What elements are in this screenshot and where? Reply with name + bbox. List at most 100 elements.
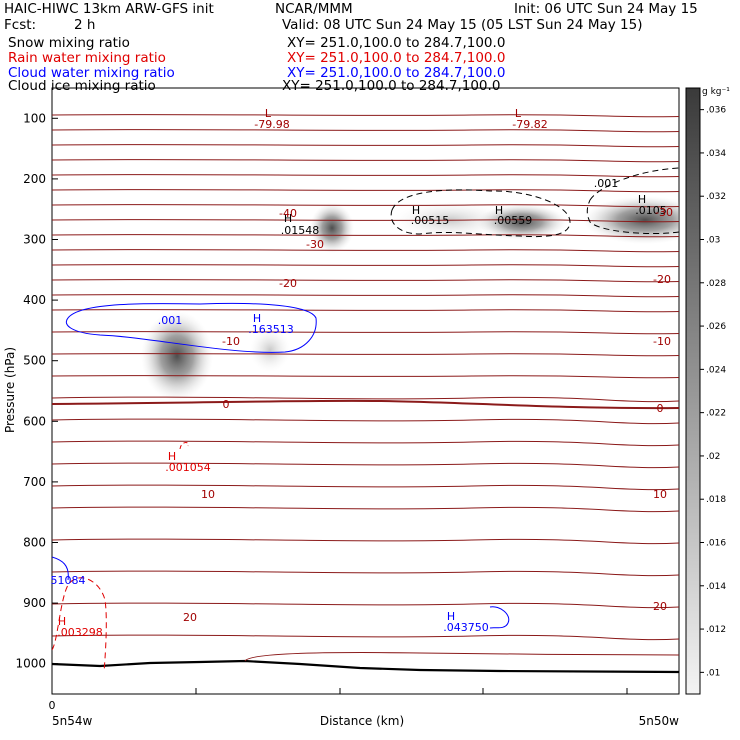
temperature-contour-line: [52, 484, 679, 491]
extremum-h-cloud1-value: .163513: [248, 323, 294, 336]
field-name-cloud-water: Cloud water mixing ratio: [8, 65, 175, 81]
x-zero-label: 0: [49, 699, 56, 712]
cloud-water-contour-upper: [66, 302, 317, 353]
field-name-cloud-ice: Cloud ice mixing ratio: [8, 78, 156, 94]
temperature-contour-line: [52, 189, 679, 193]
contour-label-t-m10a: -10: [222, 335, 240, 348]
y-axis-label: Pressure (hPa): [3, 347, 17, 433]
ice-blob-upper-left: [310, 203, 354, 253]
svg-text:H: H: [495, 204, 503, 217]
colorbar-tick-label: .032: [706, 192, 726, 202]
svg-text:H: H: [638, 193, 646, 206]
plot-frame: [51, 87, 680, 695]
temperature-contour-line: [52, 602, 679, 609]
colorbar-tick-label: .022: [706, 409, 726, 419]
extremum-h-ice2: H .0105: [635, 193, 667, 217]
snow-contour-mid: [390, 189, 571, 238]
svg-text:H: H: [447, 610, 455, 623]
model-title: HAIC-HIWC 13km ARW-GFS init: [4, 1, 214, 17]
field-xy-snow: XY= 251.0,100.0 to 284.7,100.0: [287, 35, 506, 51]
contour-label-t-0a: 0: [223, 398, 230, 411]
rain-contour-left: [52, 577, 107, 673]
colorbar-tick-label: .03: [706, 236, 720, 246]
x-axis-ticks: [195, 688, 628, 694]
svg-text:H: H: [253, 312, 261, 325]
temperature-contour-line: [52, 114, 679, 118]
colorbar-tick-label: .02: [706, 452, 720, 462]
colorbar-tick-label: .026: [706, 322, 726, 332]
temperature-contour-line: [52, 396, 679, 403]
fcst-label: Fcst:: [4, 17, 37, 33]
contour-label-t-0b: 0: [657, 402, 664, 415]
temperature-contour-line: [52, 375, 679, 379]
contour-label-snow-001: .001: [594, 177, 619, 190]
temperature-contour-line: [52, 279, 679, 283]
extremum-h-snow2: H .00559: [494, 204, 533, 227]
extremum-h-ice1-value: .01548: [281, 224, 320, 237]
terrain-line: [52, 659, 679, 674]
contour-label-t-m30b: -30: [655, 206, 673, 219]
svg-text:H: H: [284, 212, 292, 225]
extremum-h-snow2-value: .00559: [494, 214, 533, 227]
colorbar-tick-label: .01: [706, 668, 720, 678]
colorbar-tick-label: .036: [706, 106, 726, 116]
field-xy-cloud-ice: XY= 251.0,100.0 to 284.7,100.0: [282, 78, 501, 94]
extremum-h-cloud1: H .163513: [248, 312, 294, 336]
y-tick-label-400: 400: [23, 293, 46, 307]
temperature-contour-line: [52, 570, 679, 577]
temperature-contour-line: [52, 234, 679, 238]
y-tick-label-200: 200: [23, 172, 46, 186]
colorbar-tick-label: .018: [706, 495, 726, 505]
x-axis-label: Distance (km): [320, 714, 404, 728]
y-tick-label-100: 100: [23, 111, 46, 125]
cloud-water-contour-left: [52, 556, 69, 581]
colorbar: [685, 87, 701, 695]
svg-text:L: L: [515, 107, 522, 120]
colorbar-tick-label: .028: [706, 279, 726, 289]
contour-label-t-m40: -40: [279, 207, 297, 220]
temperature-contour-line: [52, 204, 679, 208]
contour-label-t-m10b: -10: [653, 335, 671, 348]
temperature-contour-line: [52, 159, 679, 163]
y-tick-label-800: 800: [23, 536, 46, 550]
temperature-contour-line: [52, 219, 679, 223]
contour-label-cw-001: .001: [158, 314, 183, 327]
extremum-h-rain2: H .003298: [57, 615, 103, 639]
fcst-value: 2 h: [74, 17, 96, 33]
contour-label-t-m30: -30: [306, 238, 324, 251]
field-name-rain: Rain water mixing ratio: [8, 50, 166, 66]
ice-blob-right: [583, 196, 679, 244]
cloud-ice-shading: [141, 196, 679, 401]
contour-label-t-20b: 20: [653, 600, 667, 613]
freezing-level-line: [52, 399, 679, 410]
temperature-contour-line: [52, 462, 679, 469]
field-xy-rain: XY= 251.0,100.0 to 284.7,100.0: [287, 50, 506, 66]
svg-text:L: L: [265, 107, 272, 120]
temperature-contour-line: [52, 331, 679, 335]
rain-contour-small: [179, 442, 189, 450]
valid-time: Valid: 08 UTC Sun 24 May 15 (05 LST Sun …: [282, 17, 643, 33]
init-time: Init: 06 UTC Sun 24 May 15: [514, 1, 698, 17]
temperature-contour-line: [52, 144, 679, 148]
lower-temp-loop: [244, 652, 679, 662]
ice-blob-low-left: [141, 311, 213, 401]
extremum-h-rain1: H .001054: [165, 450, 211, 474]
temperature-contour-line: [52, 174, 679, 178]
colorbar-tick-label: .034: [706, 149, 726, 159]
temperature-contour-line: [52, 264, 679, 268]
temperature-contour-line: [52, 440, 679, 447]
extremum-h-snow1-value: .00515: [411, 214, 450, 227]
temperature-contours: [52, 114, 679, 641]
field-xy-cloud-water: XY= 251.0,100.0 to 284.7,100.0: [287, 65, 506, 81]
y-axis-ticks: 100 200 300 400 500 600 700 800 900 1000: [15, 111, 58, 671]
ice-blob-mid2: [477, 204, 567, 240]
temperature-contour-line: [52, 309, 679, 313]
contour-label-t-10b: 10: [653, 488, 667, 501]
contour-label-t-20a: 20: [183, 611, 197, 624]
x-end-label: 5n50w: [639, 714, 680, 728]
y-tick-label-500: 500: [23, 354, 46, 368]
temperature-contour-line: [52, 538, 679, 545]
x-start-label: 5n54w: [52, 714, 93, 728]
extremum-h-cloud2: H .043750: [443, 610, 489, 634]
colorbar-unit: g kg⁻¹: [702, 87, 730, 97]
